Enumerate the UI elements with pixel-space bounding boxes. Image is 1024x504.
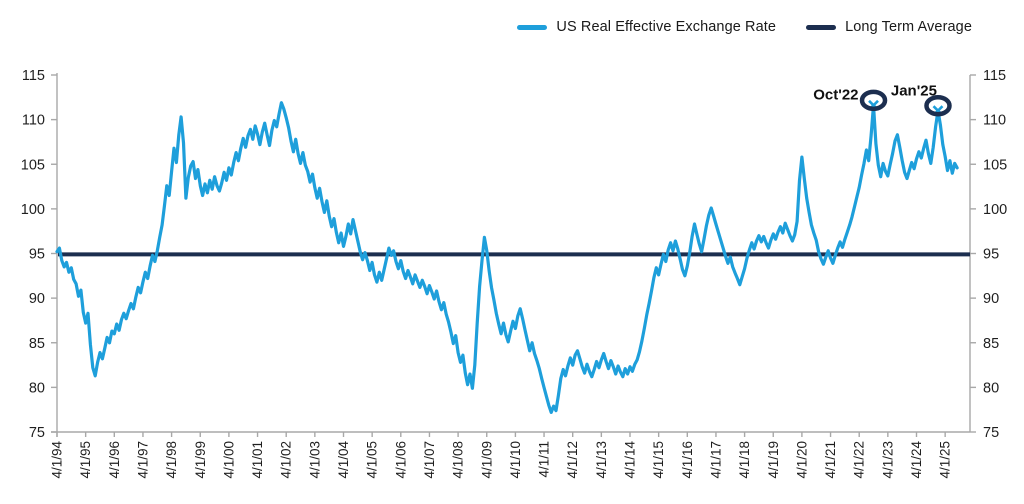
x-axis-label: 4/1/21 [823,441,838,479]
x-axis-label: 4/1/01 [250,441,265,479]
x-axis-label: 4/1/12 [565,441,580,479]
y-axis-label-right: 95 [983,247,999,263]
y-axis-label-left: 105 [21,157,45,173]
x-axis-label: 4/1/17 [708,441,723,479]
x-axis-label: 4/1/94 [50,441,65,479]
x-axis-label: 4/1/15 [651,441,666,479]
y-axis-label-right: 85 [983,336,999,352]
reer-line-swatch [517,24,548,30]
x-axis-label: 4/1/20 [794,441,809,479]
annotation-label: Oct'22 [813,86,858,103]
y-axis-label-left: 85 [29,336,45,352]
long-term-average-swatch [806,24,837,30]
x-axis-label: 4/1/03 [307,441,322,479]
x-axis-label: 4/1/95 [78,441,93,479]
x-axis-label: 4/1/05 [365,441,380,479]
x-axis-label: 4/1/04 [336,441,351,479]
y-axis-label-right: 115 [983,68,1006,84]
y-axis-label-left: 110 [22,113,45,129]
annotation-ellipse [924,94,952,117]
y-axis-label-left: 100 [21,202,45,218]
x-axis-label: 4/1/25 [938,441,953,479]
reer-line [55,101,959,414]
y-axis-label-left: 80 [29,380,45,396]
x-axis-label: 4/1/19 [766,441,781,479]
x-axis-label: 4/1/96 [107,441,122,479]
annotation-ellipse [859,89,888,112]
x-axis-label: 4/1/98 [164,441,179,479]
x-axis-label: 4/1/22 [852,441,867,479]
legend-item-reer: US Real Effective Exchange Rate [517,19,776,35]
y-axis-label-right: 90 [983,291,999,307]
x-axis-label: 4/1/07 [422,441,437,479]
legend: US Real Effective Exchange Rate Long Ter… [517,19,972,35]
long-term-average-legend-label: Long Term Average [845,19,972,35]
y-axis-label-left: 115 [22,68,45,84]
y-axis-label-left: 90 [29,291,45,307]
y-axis-label-right: 105 [983,157,1007,173]
y-axis-label-right: 80 [983,380,999,396]
x-axis-label: 4/1/18 [737,441,752,479]
x-axis-label: 4/1/06 [393,441,408,479]
y-axis-label-right: 100 [983,202,1007,218]
y-axis-label-right: 75 [983,425,999,441]
x-axis-label: 4/1/08 [451,441,466,479]
x-axis-label: 4/1/11 [537,441,552,478]
x-axis-label: 4/1/99 [193,441,208,479]
annotation-label: Jan'25 [891,83,937,100]
x-axis-label: 4/1/16 [680,441,695,479]
y-axis-label-left: 95 [29,247,45,263]
x-axis-label: 4/1/14 [623,441,638,479]
y-axis-label-right: 110 [983,113,1006,129]
legend-item-long-term-average: Long Term Average [806,19,972,35]
x-axis-label: 4/1/00 [221,441,236,479]
x-axis-label: 4/1/13 [594,441,609,479]
x-axis-label: 4/1/97 [135,441,150,479]
reer-legend-label: US Real Effective Exchange Rate [556,19,777,35]
y-axis-label-left: 75 [29,425,45,441]
x-axis-label: 4/1/23 [880,441,895,479]
x-axis-label: 4/1/09 [479,441,494,479]
x-axis-label: 4/1/24 [909,441,924,479]
x-axis-label: 4/1/10 [508,441,523,479]
x-axis-label: 4/1/02 [279,441,294,479]
